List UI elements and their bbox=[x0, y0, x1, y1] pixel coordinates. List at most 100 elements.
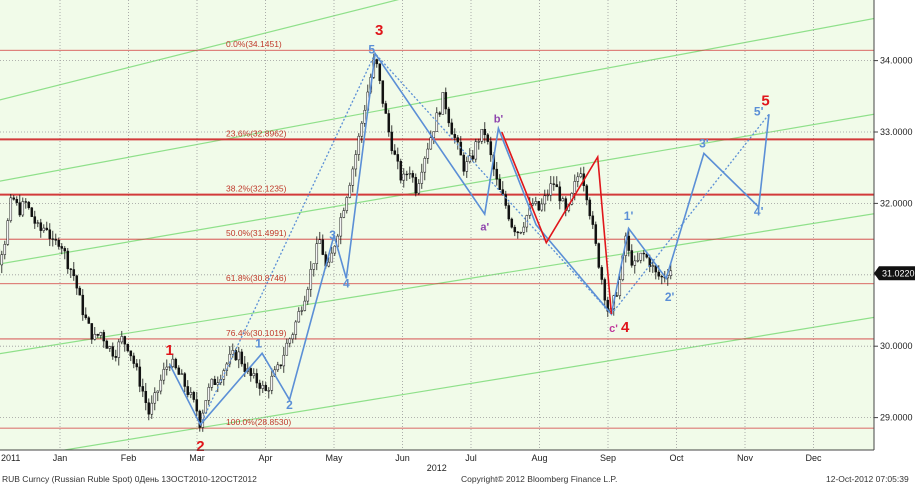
candle-body bbox=[345, 197, 349, 211]
candle-body bbox=[600, 267, 604, 280]
wave-label: 1 bbox=[165, 342, 173, 359]
candle-body bbox=[12, 197, 16, 200]
candle-body bbox=[66, 250, 70, 270]
candle-body bbox=[546, 194, 550, 197]
candle-body bbox=[282, 354, 286, 367]
wave-projection-line bbox=[199, 52, 612, 425]
candle-body bbox=[348, 185, 352, 198]
candle-body bbox=[267, 390, 271, 392]
candle-body bbox=[252, 373, 256, 376]
x-tick-label: Apr bbox=[258, 453, 272, 463]
candle-body bbox=[627, 235, 631, 251]
x-year-label: 2012 bbox=[427, 463, 447, 473]
candle-body bbox=[225, 363, 229, 371]
candle-body bbox=[420, 171, 424, 184]
candle-body bbox=[432, 131, 436, 138]
candle-body bbox=[108, 346, 112, 349]
candle-body bbox=[483, 128, 487, 136]
wave-label: c' bbox=[609, 323, 618, 335]
candle-body bbox=[504, 194, 508, 206]
candle-body bbox=[330, 252, 334, 263]
x-tick-label: Mar bbox=[189, 453, 205, 463]
candle-body bbox=[456, 137, 460, 143]
wave-label: 4 bbox=[621, 319, 630, 336]
channel-line bbox=[0, 113, 874, 265]
candle-body bbox=[594, 224, 598, 244]
candle-body bbox=[147, 402, 151, 415]
candle-body bbox=[90, 323, 94, 340]
x-tick-label: Nov bbox=[737, 453, 754, 463]
x-tick-label: May bbox=[325, 453, 343, 463]
candle-body bbox=[69, 268, 73, 270]
candle-body bbox=[93, 333, 97, 340]
wave-label: b' bbox=[494, 114, 504, 126]
candle-body bbox=[60, 246, 64, 249]
candle-body bbox=[72, 269, 76, 277]
candle-body bbox=[537, 201, 541, 211]
candle-body bbox=[144, 390, 148, 403]
candle-body bbox=[156, 390, 160, 393]
candle-body bbox=[522, 226, 526, 233]
candle-body bbox=[576, 176, 580, 182]
candle-body bbox=[138, 366, 142, 387]
candle-body bbox=[411, 173, 415, 178]
candle-body bbox=[639, 252, 643, 261]
candle-body bbox=[540, 203, 544, 211]
x-tick-label: Jul bbox=[465, 453, 477, 463]
candle-body bbox=[555, 184, 559, 188]
candle-body bbox=[462, 154, 466, 172]
candle-body bbox=[435, 112, 439, 132]
candle-body bbox=[318, 239, 322, 244]
candle-body bbox=[591, 215, 595, 225]
candle-body bbox=[642, 252, 646, 255]
candle-body bbox=[588, 199, 592, 217]
candle-body bbox=[339, 217, 343, 237]
candle-body bbox=[315, 243, 319, 264]
candle-body bbox=[375, 59, 379, 65]
y-tick-label: 34.0000 bbox=[880, 56, 913, 66]
candle-body bbox=[444, 92, 448, 110]
candle-body bbox=[408, 173, 412, 175]
candle-body bbox=[213, 378, 217, 386]
candle-body bbox=[396, 154, 400, 162]
candle-body bbox=[363, 110, 367, 124]
candle-body bbox=[342, 210, 346, 218]
candle-body bbox=[237, 351, 241, 361]
candle-body bbox=[327, 261, 331, 267]
candle-body bbox=[660, 275, 664, 278]
y-tick-label: 30.0000 bbox=[880, 341, 913, 351]
candle-body bbox=[423, 158, 427, 173]
wave-label: 3' bbox=[699, 137, 709, 151]
candle-body bbox=[465, 161, 469, 172]
candle-body bbox=[255, 373, 259, 384]
candle-body bbox=[216, 382, 220, 386]
candle-body bbox=[75, 275, 79, 289]
candle-body bbox=[495, 168, 499, 180]
candle-body bbox=[618, 279, 622, 296]
candle-body bbox=[357, 135, 361, 155]
candle-body bbox=[0, 254, 4, 266]
wave-label: 3 bbox=[329, 228, 336, 242]
candle-body bbox=[351, 168, 355, 186]
wave-label: 4 bbox=[343, 277, 350, 291]
candle-body bbox=[210, 378, 214, 388]
candle-body bbox=[393, 150, 397, 155]
candle-body bbox=[321, 239, 325, 255]
candle-body bbox=[426, 148, 430, 159]
wave-label: 5 bbox=[761, 93, 769, 110]
candle-body bbox=[279, 364, 283, 367]
candle-body bbox=[87, 317, 91, 324]
candle-body bbox=[291, 334, 295, 340]
candle-body bbox=[36, 222, 40, 224]
fib-level-label: 61.8%(30.8746) bbox=[226, 273, 287, 283]
candle-body bbox=[585, 185, 589, 201]
candle-body bbox=[384, 103, 388, 114]
last-price-label: 31.0220 bbox=[882, 269, 915, 279]
candle-body bbox=[378, 63, 382, 81]
candle-body bbox=[519, 232, 523, 234]
candle-body bbox=[606, 299, 610, 312]
candle-body bbox=[135, 363, 139, 368]
wave-projection-line bbox=[610, 113, 770, 315]
